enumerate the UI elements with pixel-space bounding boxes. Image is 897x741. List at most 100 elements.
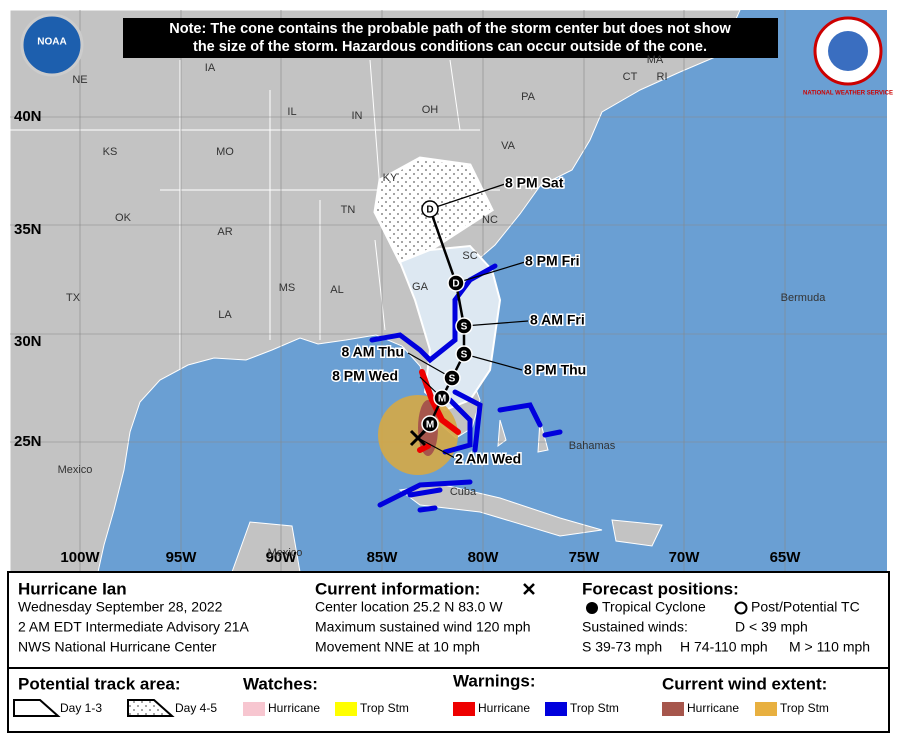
current-title: Current information:	[315, 579, 480, 598]
legend-item: Hurricane	[478, 701, 530, 715]
legend-swatch	[545, 702, 567, 716]
leader-lines	[407, 183, 529, 459]
current-position	[409, 429, 427, 447]
track-label: 8 PM Fri	[525, 253, 579, 269]
legend-item: Hurricane	[268, 701, 320, 715]
note: the size of the storm. Hazardous conditi…	[193, 39, 707, 55]
track-label: 2 AM Wed	[455, 451, 521, 467]
issuer: NWS National Hurricane Center	[18, 639, 217, 655]
track-title: Potential track area:	[18, 674, 181, 693]
forecast-marker	[447, 274, 465, 292]
wind-h: H 74-110 mph	[680, 639, 768, 655]
legend-swatch	[662, 702, 684, 716]
note-box	[123, 18, 778, 58]
storm-name: Hurricane Ian	[18, 579, 127, 598]
sustained: Sustained winds:	[582, 619, 688, 635]
marker-letter: S	[449, 374, 456, 385]
marker-letter: S	[461, 322, 468, 333]
lon-label: 90W	[266, 549, 298, 566]
place-label: SC	[462, 250, 477, 262]
tc-label: Tropical Cyclone	[602, 599, 706, 615]
note: Note: The cone contains the probable pat…	[169, 21, 731, 37]
place-label: IN	[352, 110, 363, 122]
place-label: IL	[287, 106, 296, 118]
marker-letter: S	[461, 350, 468, 361]
post-label: Post/Potential TC	[751, 599, 860, 615]
track-label: 8 AM Thu	[342, 344, 404, 360]
place-label: AR	[217, 226, 232, 238]
lon-label: 85W	[367, 549, 399, 566]
lon-label: 75W	[569, 549, 601, 566]
track-label: 8 PM Thu	[524, 362, 586, 378]
legend-swatch	[755, 702, 777, 716]
legend-swatch	[335, 702, 357, 716]
place-label: TX	[66, 292, 81, 304]
place-label: RI	[657, 71, 668, 83]
place-label: Bahamas	[569, 440, 616, 452]
lon-label: 100W	[60, 549, 100, 566]
marker-letter: M	[426, 420, 434, 431]
place-label: MA	[647, 54, 664, 66]
tc-icon	[586, 602, 598, 614]
lat-label: 40N	[14, 108, 42, 125]
lat-label: 35N	[14, 221, 42, 238]
legend-item: Hurricane	[687, 701, 739, 715]
place-label: MO	[216, 146, 234, 158]
wind-s: S 39-73 mph	[582, 639, 662, 655]
place-label: Bermuda	[781, 292, 827, 304]
legend-item: Trop Stm	[360, 701, 409, 715]
track-label: 8 PM Sat	[505, 175, 564, 191]
place-label: Mexico	[268, 547, 303, 559]
forecast-marker	[433, 389, 451, 407]
track-label: 8 PM Wed	[332, 368, 398, 384]
lon-label: 70W	[669, 549, 701, 566]
forecast-marker	[443, 369, 461, 387]
day45-icon	[127, 699, 175, 717]
place-label: KS	[103, 146, 118, 158]
track-label: 8 AM Fri	[530, 312, 585, 328]
warnings	[369, 263, 563, 513]
noaa-logo-text: NOAA	[37, 37, 66, 48]
day13-icon	[13, 699, 61, 717]
place-label: AL	[330, 284, 343, 296]
lon-label: 95W	[166, 549, 198, 566]
warnings-title: Warnings:	[453, 671, 535, 690]
place-label: TN	[341, 204, 356, 216]
lon-label: 65W	[770, 549, 802, 566]
ts-wind-extent	[378, 395, 458, 475]
date: Wednesday September 28, 2022	[18, 599, 223, 615]
place-label: OK	[115, 212, 132, 224]
forecast-title: Forecast positions:	[582, 579, 739, 598]
place-label: NC	[482, 214, 498, 226]
forecast-marker	[421, 415, 439, 433]
wind-extent-title: Current wind extent:	[662, 674, 827, 693]
lat-label: 25N	[14, 433, 42, 450]
logos: NOAA NATIONAL WEATHER SERVICE	[20, 13, 893, 97]
advisory: 2 AM EDT Intermediate Advisory 21A	[18, 619, 250, 635]
cone-day1-3	[398, 244, 502, 412]
place-label: IA	[205, 62, 216, 74]
day45: Day 4-5	[175, 701, 217, 715]
post-icon	[734, 601, 748, 615]
wind-m: M > 110 mph	[789, 639, 870, 655]
legend-item: Trop Stm	[780, 701, 829, 715]
lon-label: 80W	[468, 549, 500, 566]
marker-letter: D	[426, 205, 433, 216]
current-x-icon	[523, 583, 535, 595]
day13: Day 1-3	[60, 701, 102, 715]
place-label: OH	[422, 104, 439, 116]
place-label: CT	[623, 71, 638, 83]
marker-letter: M	[438, 394, 446, 405]
watches-title: Watches:	[243, 674, 318, 693]
place-label: KY	[383, 172, 398, 184]
place-label: MS	[279, 282, 296, 294]
legend-swatch	[243, 702, 265, 716]
current-wind: Maximum sustained wind 120 mph	[315, 619, 531, 635]
nws-logo-text: NATIONAL WEATHER SERVICE	[803, 91, 893, 97]
current-location: Center location 25.2 N 83.0 W	[315, 599, 503, 615]
lat-label: 30N	[14, 333, 42, 350]
place-label: GA	[412, 281, 429, 293]
marker-letter: D	[452, 279, 459, 290]
wind-d: D < 39 mph	[735, 619, 808, 635]
